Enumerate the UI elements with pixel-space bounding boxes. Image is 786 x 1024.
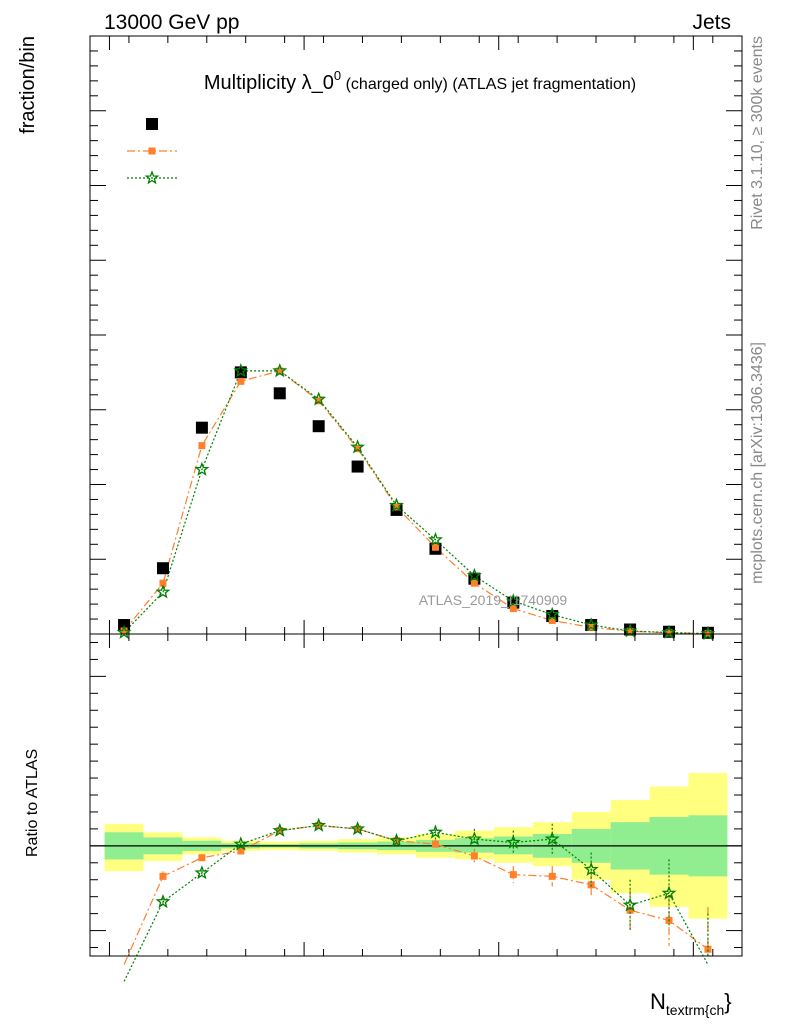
ratio-point-s1-8 [428, 824, 443, 839]
ratio-point-s1-3 [233, 836, 249, 851]
main-point-s1-0 [120, 627, 128, 635]
main-title: Multiplicity λ_00 (charged only) (ATLAS … [204, 68, 636, 94]
ratio-point-s0-1 [159, 872, 167, 880]
ratio-point-s0-3 [237, 847, 245, 855]
ratio-point-s1-7 [389, 832, 404, 848]
ratio-point-s0-10 [509, 871, 517, 879]
header-right: Jets [692, 11, 731, 34]
x-axis-label-tail: } [724, 989, 731, 1014]
ratio-bands [90, 772, 742, 919]
main-point-s1-6 [354, 445, 362, 453]
main-point-s0-1 [156, 562, 169, 575]
main-point-s1-2 [198, 442, 206, 450]
ratio-axes [89, 634, 742, 956]
mcplots-label: mcplots.cern.ch [arXiv:1306.3436] [749, 342, 766, 584]
main-axes [89, 35, 742, 635]
main-point-s2-9 [466, 567, 482, 582]
main-title-sup: 0 [334, 68, 341, 83]
main-plot-panel: ATLAS_2019_I1740909 Multiplicity λ_00 (c… [17, 35, 743, 641]
ratio-point-s0-2 [198, 854, 206, 862]
main-point-s2-4 [272, 363, 288, 378]
main-point-s2-8 [428, 531, 443, 547]
legend-marker-2 [144, 170, 160, 185]
watermark: ATLAS_2019_I1740909 [419, 592, 568, 608]
main-point-s1-4 [276, 367, 284, 375]
main-point-s1-1 [159, 579, 167, 587]
ratio-point-s0-9 [470, 852, 478, 860]
main-point-s2-0 [116, 624, 132, 639]
main-point-s1-5 [315, 397, 323, 405]
main-point-s1-8 [431, 543, 439, 551]
main-point-s2-6 [350, 439, 366, 454]
ratio-point-s1-5 [311, 817, 327, 832]
main-point-s0-4 [273, 387, 286, 400]
main-point-s2-14 [661, 624, 677, 639]
ratio-frame [89, 633, 743, 957]
x-axis-label-main: N [650, 989, 666, 1014]
main-point-s0-2 [195, 421, 208, 434]
ratio-series-line-1 [123, 824, 709, 982]
ratio-plot-panel: Ratio to ATLAS Ntextrm{ch} [24, 633, 743, 1018]
main-ylabel: fraction/bin [17, 36, 39, 134]
x-axis-label-sub: textrm{ch [666, 1002, 724, 1018]
main-point-s2-3 [233, 363, 249, 378]
ratio-series-line-0 [123, 824, 709, 965]
x-axis-label: Ntextrm{ch} [650, 989, 732, 1018]
ratio-point-s0-11 [548, 872, 556, 880]
legend [127, 118, 177, 185]
main-series-line-1 [123, 370, 708, 635]
ratio-point-s1-1 [155, 893, 171, 909]
ratio-point-s0-8 [431, 840, 439, 848]
ratio-point-s1-10 [505, 834, 521, 849]
main-point-s1-13 [626, 627, 634, 635]
main-point-s1-11 [548, 617, 556, 625]
ratio-point-s0-13 [626, 906, 634, 914]
main-point-s2-15 [700, 625, 716, 641]
legend-marker-0 [146, 118, 158, 130]
header-left: 13000 GeV pp [104, 11, 239, 34]
ratio-ylabel: Ratio to ATLAS [24, 749, 41, 857]
rivet-label: Rivet 3.1.10, ≥ 300k events [749, 36, 766, 230]
main-point-s2-5 [311, 391, 327, 406]
main-point-s2-11 [544, 606, 560, 621]
main-point-s1-14 [665, 629, 673, 637]
ratio-point-s1-12 [583, 861, 599, 876]
ratio-data-marks [123, 817, 712, 982]
legend-marker-1 [148, 147, 156, 155]
main-title-rest: (charged only) (ATLAS jet fragmentation) [341, 76, 636, 93]
ratio-point-s1-14 [661, 885, 677, 900]
main-point-s2-1 [155, 584, 171, 599]
main-point-s1-9 [470, 579, 478, 587]
main-point-s2-2 [194, 461, 210, 476]
ratio-point-s1-13 [622, 897, 638, 912]
ratio-point-s1-11 [544, 831, 560, 846]
ratio-point-s1-2 [194, 865, 210, 880]
main-point-s2-7 [389, 497, 404, 512]
ratio-point-s1-6 [350, 821, 366, 836]
main-point-s0-6 [351, 460, 364, 473]
main-point-s1-10 [509, 605, 517, 613]
main-point-s2-12 [583, 617, 599, 632]
ratio-point-s0-15 [704, 945, 712, 953]
main-point-s0-5 [312, 420, 325, 433]
main-frame [89, 35, 743, 635]
main-title-text: Multiplicity λ_0 [204, 72, 334, 94]
ratio-point-s1-9 [466, 831, 482, 846]
main-series-line-2 [123, 370, 708, 635]
main-point-s2-10 [505, 593, 521, 608]
main-data-marks [116, 363, 716, 641]
ratio-point-s1-4 [272, 822, 288, 837]
main-point-s1-3 [237, 377, 245, 385]
main-point-s1-7 [393, 503, 401, 511]
